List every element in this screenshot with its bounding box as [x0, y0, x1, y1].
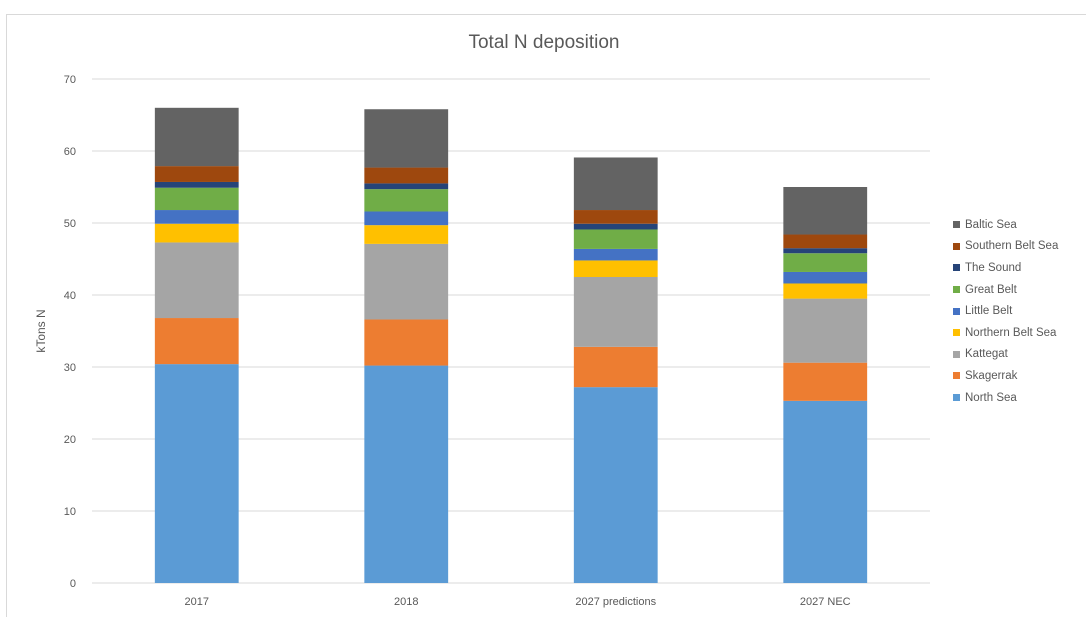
bar-segment: [364, 183, 449, 190]
legend-label: North Sea: [965, 391, 1017, 404]
bar-segment: [573, 277, 658, 347]
chart-title: Total N deposition: [468, 32, 620, 53]
bar-segment: [154, 364, 239, 583]
legend-item: Baltic Sea: [953, 214, 1058, 236]
bar-segment: [783, 248, 868, 254]
legend-label: Kattegat: [965, 348, 1008, 361]
legend-swatch: [953, 264, 960, 272]
legend-label: Little Belt: [965, 305, 1013, 318]
bar-segment: [783, 271, 868, 284]
legend-item: Kattegat: [953, 344, 1058, 366]
legend-item: The Sound: [953, 257, 1058, 279]
bar-segment: [364, 319, 449, 366]
x-tick-label: 2017: [185, 596, 209, 608]
y-tick-label: 20: [64, 434, 76, 446]
chart-frame: [6, 14, 1086, 617]
y-tick-label: 70: [64, 74, 76, 86]
bar-segment: [154, 223, 239, 243]
bar-segment: [573, 157, 658, 211]
bar-segment: [154, 318, 239, 365]
bar-segment: [783, 298, 868, 363]
legend-item: Little Belt: [953, 300, 1058, 322]
y-axis-title: kTons N: [34, 309, 48, 352]
bar-segment: [573, 210, 658, 224]
legend-swatch: [953, 286, 960, 294]
x-tick-label: 2027 predictions: [575, 596, 656, 608]
legend-swatch: [953, 221, 960, 229]
bar-segment: [154, 242, 239, 319]
legend-label: Skagerrak: [965, 369, 1018, 382]
bar-segment: [783, 400, 868, 583]
bar-segment: [364, 211, 449, 226]
legend-item: North Sea: [953, 387, 1058, 409]
bar-segment: [573, 387, 658, 583]
bar-segment: [573, 346, 658, 388]
bar-segment: [783, 253, 868, 272]
x-tick-label: 2027 NEC: [800, 596, 851, 608]
bar-segment: [364, 225, 449, 244]
legend-label: Southern Belt Sea: [965, 240, 1059, 253]
bar-segment: [783, 283, 868, 299]
legend-item: Skagerrak: [953, 365, 1058, 387]
legend-swatch: [953, 329, 960, 337]
bar-segment: [573, 229, 658, 249]
bar-segment: [154, 210, 239, 224]
legend-label: The Sound: [965, 261, 1022, 274]
chart-legend: Baltic Sea Southern Belt Sea The Sound Grea…: [953, 214, 1058, 408]
bar-segment: [364, 189, 449, 212]
y-tick-label: 0: [70, 578, 76, 590]
x-tick-label: 2018: [394, 596, 418, 608]
legend-item: Great Belt: [953, 279, 1058, 301]
y-tick-label: 40: [64, 290, 76, 302]
legend-item: Southern Belt Sea: [953, 236, 1058, 258]
bar-segment: [364, 167, 449, 184]
bar-segment: [783, 234, 868, 249]
legend-label: Baltic Sea: [965, 218, 1017, 231]
bar-segment: [783, 362, 868, 401]
bar-segment: [573, 248, 658, 261]
legend-swatch: [953, 242, 960, 250]
legend-swatch: [953, 394, 960, 402]
y-tick-label: 50: [64, 218, 76, 230]
bar-segment: [783, 187, 868, 235]
y-tick-label: 10: [64, 506, 76, 518]
legend-swatch: [953, 350, 960, 358]
legend-swatch: [953, 307, 960, 315]
legend-swatch: [953, 372, 960, 380]
bar-segment: [573, 260, 658, 277]
bar-segment: [364, 243, 449, 320]
y-tick-label: 60: [64, 146, 76, 158]
bar-segment: [573, 223, 658, 230]
bar-segment: [364, 365, 449, 583]
legend-label: Northern Belt Sea: [965, 326, 1057, 339]
bar-segment: [154, 166, 239, 182]
y-tick-label: 30: [64, 362, 76, 374]
bar-segment: [154, 181, 239, 188]
legend-label: Great Belt: [965, 283, 1017, 296]
bar-segment: [154, 107, 239, 167]
legend-item: Northern Belt Sea: [953, 322, 1058, 344]
bar-segment: [364, 109, 449, 168]
bar-segment: [154, 187, 239, 211]
